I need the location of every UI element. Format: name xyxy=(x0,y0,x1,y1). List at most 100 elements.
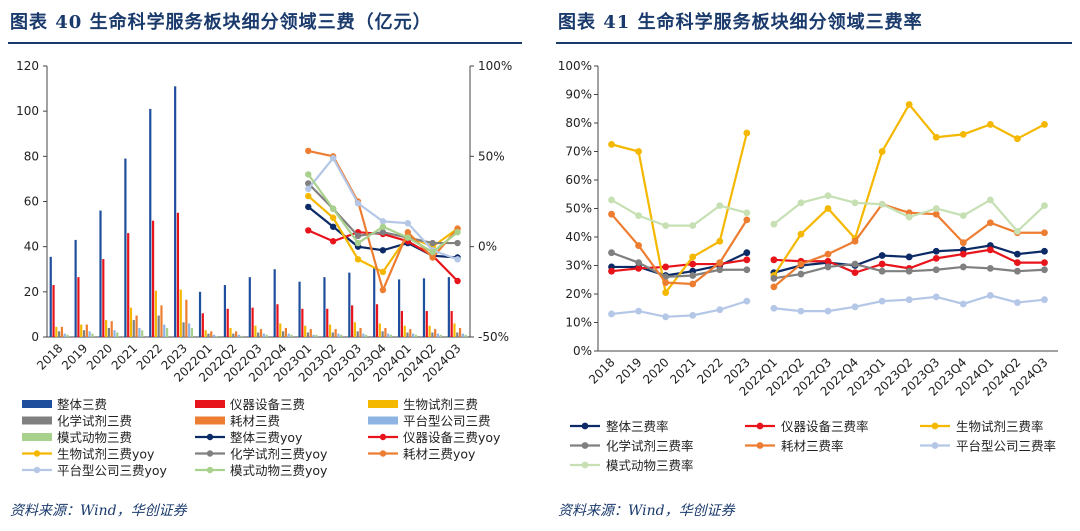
right-y-tick-label: 0% xyxy=(573,344,592,358)
right-series-point xyxy=(986,121,994,128)
left-bar xyxy=(450,311,453,337)
left-bar xyxy=(337,333,340,337)
left-bar xyxy=(400,311,403,337)
left-yoy-point xyxy=(379,229,387,236)
left-bar xyxy=(66,334,69,337)
left-bar xyxy=(116,332,119,337)
left-yoy-point xyxy=(354,232,362,240)
left-bar xyxy=(179,289,182,337)
right-series-point xyxy=(770,304,778,312)
left-legend-marker xyxy=(206,450,214,457)
left-bar xyxy=(60,326,64,337)
right-series-point xyxy=(824,205,832,212)
right-series-point xyxy=(905,213,913,221)
left-bar xyxy=(237,334,241,337)
right-series-point xyxy=(662,313,670,321)
right-series-point xyxy=(878,252,886,259)
left-yoy-point xyxy=(329,238,337,245)
left-bar xyxy=(52,285,55,337)
left-bar xyxy=(425,311,428,337)
right-y-tick-label: 30% xyxy=(565,259,592,273)
left-bar xyxy=(165,327,169,337)
left-bar xyxy=(124,158,127,337)
left-bar xyxy=(290,334,293,337)
left-bar xyxy=(129,307,133,337)
left-bar xyxy=(284,327,287,337)
right-series-point xyxy=(635,242,642,249)
right-series-point xyxy=(1014,135,1021,143)
right-series-point xyxy=(770,220,778,228)
left-yoy-point xyxy=(354,239,362,247)
right-y-tick-label: 10% xyxy=(565,316,592,330)
left-bar xyxy=(422,278,426,337)
left-bar xyxy=(276,304,279,337)
left-yoy-point xyxy=(329,214,337,221)
left-legend-swatch xyxy=(22,400,52,408)
left-bar xyxy=(306,332,310,337)
right-series-point xyxy=(878,200,886,208)
left-bar xyxy=(154,290,157,337)
left-bar xyxy=(99,210,102,337)
left-chart-title: 图表 40 生命科学服务板块细分领域三费（亿元） xyxy=(10,12,432,33)
left-bar xyxy=(176,212,180,337)
right-y-tick-label: 70% xyxy=(565,145,592,159)
right-series-point xyxy=(770,256,778,264)
left-legend-swatch xyxy=(195,416,225,425)
right-x-tick-label: 2018 xyxy=(586,355,617,386)
left-yoy-point xyxy=(429,239,436,247)
left-bar xyxy=(301,308,304,337)
right-series-point xyxy=(959,212,967,220)
right-series-line xyxy=(611,132,748,296)
right-series-point xyxy=(716,259,724,267)
left-bar xyxy=(434,329,437,337)
left-bar xyxy=(58,331,61,337)
left-bar xyxy=(204,330,207,337)
right-series-point xyxy=(608,310,615,318)
right-series-point xyxy=(986,264,994,272)
left-bar xyxy=(198,291,202,337)
left-bar xyxy=(334,329,337,337)
right-series-point xyxy=(932,266,940,274)
right-series-point xyxy=(986,292,994,299)
right-series-point xyxy=(662,279,670,286)
right-series-point xyxy=(662,289,670,296)
left-bar xyxy=(190,327,194,337)
left-legend-marker xyxy=(206,433,214,441)
left-bar xyxy=(359,327,362,337)
right-series-point xyxy=(905,296,913,304)
right-series-point xyxy=(770,274,778,282)
left-legend-label: 平台型公司三费 xyxy=(403,414,491,429)
right-series-line xyxy=(611,251,747,279)
right-chart-panel: 图表 41 生命科学服务板块细分领域三费率 0% 10% 20% 30% 40% 50% 6… xyxy=(548,0,1080,531)
left-yoy-point xyxy=(454,256,461,263)
right-legend-label: 耗材三费率 xyxy=(781,439,844,454)
right-legend-label: 整体三费率 xyxy=(606,419,669,434)
right-legend-label: 生物试剂三费率 xyxy=(956,419,1044,434)
right-legend-marker xyxy=(756,422,764,430)
left-bar xyxy=(431,332,434,337)
right-legend-marker xyxy=(931,442,939,449)
right-series-point xyxy=(959,300,967,308)
right-y-tick-label: 100% xyxy=(558,59,592,73)
left-bar xyxy=(215,335,218,337)
left-bar xyxy=(262,333,265,337)
right-series-point xyxy=(743,216,751,224)
left-bar xyxy=(340,334,343,337)
left-bar xyxy=(185,299,188,337)
right-series-point xyxy=(878,148,886,155)
right-series-point xyxy=(797,260,805,268)
left-bar xyxy=(381,331,384,337)
left-bar xyxy=(102,259,105,337)
right-series-point xyxy=(905,101,913,108)
left-legend-swatch xyxy=(195,400,225,408)
right-series-point xyxy=(716,237,724,245)
left-y-tick-label: 20 xyxy=(24,285,39,299)
left-bar xyxy=(229,327,232,337)
left-bar xyxy=(113,330,116,337)
left-bar xyxy=(373,266,376,337)
left-yoy-point xyxy=(379,223,387,230)
left-yoy-point xyxy=(379,268,387,276)
left-bar xyxy=(309,329,312,337)
right-y-tick-label: 80% xyxy=(565,116,592,130)
left-bar xyxy=(160,305,163,337)
